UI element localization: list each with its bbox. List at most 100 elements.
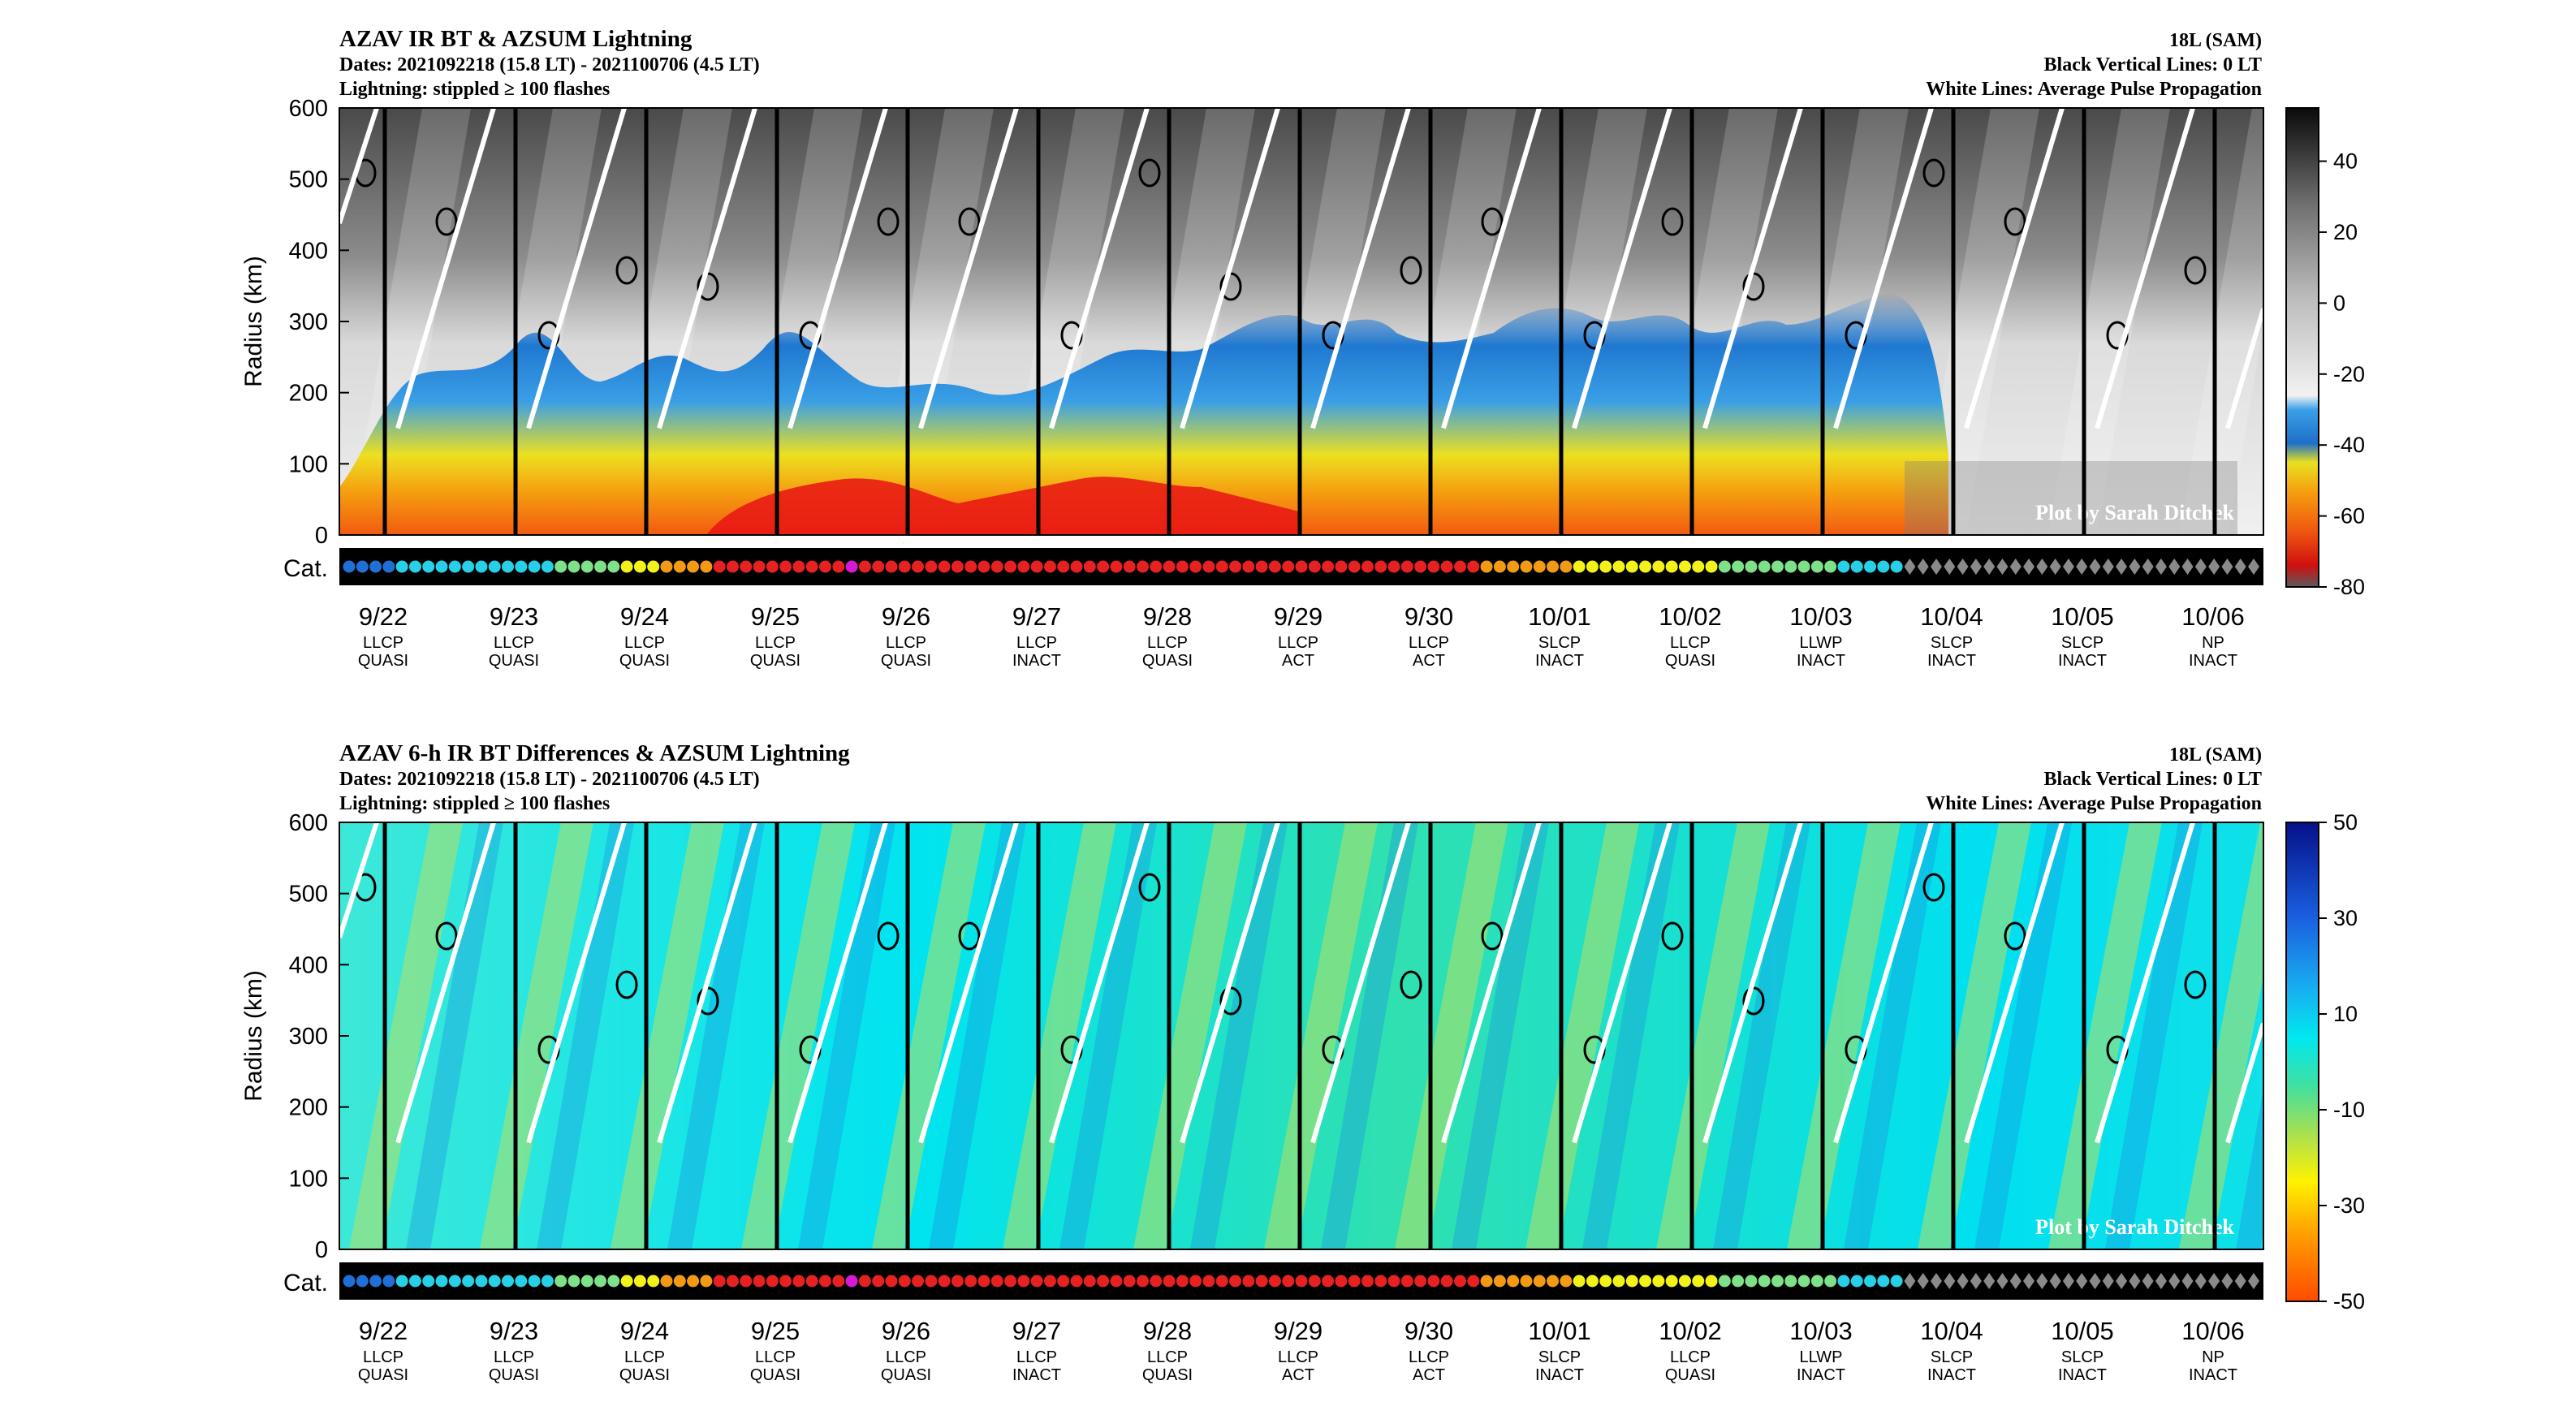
diff-stripe-warm xyxy=(1918,822,2031,1249)
category-marker xyxy=(687,560,700,573)
category-marker xyxy=(2049,559,2061,575)
category-marker xyxy=(1097,1275,1110,1288)
category-marker xyxy=(1931,1273,1942,1289)
panel2-dates: Dates: 2021092218 (15.8 LT) - 2021100706… xyxy=(339,769,760,790)
category-marker xyxy=(1996,559,2009,575)
category-marker xyxy=(1348,560,1361,573)
category-marker xyxy=(845,560,858,573)
diff-stripe-warm xyxy=(611,822,724,1249)
category-marker xyxy=(1308,560,1321,573)
category-marker xyxy=(1586,560,1599,573)
category-marker xyxy=(819,560,831,573)
category-marker xyxy=(1097,560,1110,573)
x-date-label: 9/22 xyxy=(359,602,408,631)
category-marker xyxy=(2181,1273,2194,1289)
category-marker xyxy=(1361,1275,1374,1288)
category-marker xyxy=(2009,1273,2022,1289)
lightning-contour xyxy=(1138,158,1161,188)
category-marker xyxy=(435,1275,448,1288)
x-regime-label: SLCP xyxy=(1538,1348,1581,1366)
category-marker xyxy=(1163,1275,1176,1288)
x-activity-label: ACT xyxy=(1282,1366,1314,1384)
category-marker xyxy=(1202,1275,1215,1288)
category-marker xyxy=(1797,1275,1810,1288)
x-activity-label: INACT xyxy=(2189,1366,2237,1384)
y-tick-label: 0 xyxy=(315,1237,328,1263)
category-marker xyxy=(382,560,395,573)
category-marker xyxy=(356,1275,369,1288)
category-marker xyxy=(1083,560,1096,573)
category-marker xyxy=(2116,1273,2128,1289)
category-marker xyxy=(990,560,1003,573)
category-marker xyxy=(1573,560,1586,573)
lightning-contour xyxy=(1661,207,1684,236)
category-marker xyxy=(2248,1273,2259,1289)
x-activity-label: QUASI xyxy=(1665,652,1715,670)
category-marker xyxy=(805,560,818,573)
pulse-line xyxy=(2095,822,2195,1144)
x-date-label: 9/25 xyxy=(751,602,800,631)
lightning-contour xyxy=(958,207,981,236)
category-marker xyxy=(977,1275,990,1288)
x-date-label: 9/24 xyxy=(620,1317,669,1345)
panel1-category-label: Cat. xyxy=(283,555,328,582)
category-marker xyxy=(1189,1275,1202,1288)
category-marker xyxy=(1810,560,1823,573)
category-marker xyxy=(448,1275,461,1288)
panel2-local-time-lines xyxy=(382,822,2217,1249)
category-marker xyxy=(673,1275,686,1288)
y-tick-label: 500 xyxy=(289,882,328,908)
diff-stripe-warm xyxy=(1787,822,1901,1249)
category-marker xyxy=(502,560,514,573)
category-marker xyxy=(1255,560,1268,573)
x-date-label: 9/29 xyxy=(1274,602,1323,631)
category-marker xyxy=(343,560,356,573)
category-marker xyxy=(554,560,567,573)
category-marker xyxy=(726,560,739,573)
x-activity-label: INACT xyxy=(2189,652,2237,670)
x-activity-label: INACT xyxy=(2058,1366,2107,1384)
pulse-line xyxy=(1833,822,1934,1144)
x-activity-label: INACT xyxy=(1535,1366,1584,1384)
category-marker xyxy=(1625,560,1638,573)
diff-stripe-warm xyxy=(1133,822,1247,1249)
category-marker xyxy=(951,560,964,573)
panel2-x-axis-labels: 9/22LLCPQUASI9/23LLCPQUASI9/24LLCPQUASI9… xyxy=(358,1317,2245,1384)
y-tick-label: 500 xyxy=(289,167,328,193)
category-marker xyxy=(475,1275,488,1288)
x-date-label: 9/25 xyxy=(751,1317,800,1345)
panel1-x-axis-labels: 9/22LLCPQUASI9/23LLCPQUASI9/24LLCPQUASI9… xyxy=(358,602,2245,670)
x-activity-label: QUASI xyxy=(1142,652,1193,670)
pulse-line xyxy=(1964,107,2065,429)
x-regime-label: NP xyxy=(2202,634,2224,652)
category-marker xyxy=(633,560,646,573)
category-marker xyxy=(1678,1275,1691,1288)
category-marker xyxy=(343,1275,356,1288)
lightning-contour xyxy=(1481,921,1504,951)
x-activity-label: QUASI xyxy=(750,1366,800,1384)
category-marker xyxy=(1070,560,1083,573)
category-marker xyxy=(1163,560,1176,573)
category-marker xyxy=(1612,1275,1625,1288)
category-marker xyxy=(819,1275,831,1288)
category-marker xyxy=(2221,1273,2233,1289)
category-marker xyxy=(2089,559,2101,575)
category-marker xyxy=(1440,560,1453,573)
category-marker xyxy=(1150,1275,1163,1288)
y-tick-label: 100 xyxy=(289,1166,328,1192)
panel2-title: AZAV 6-h IR BT Differences & AZSUM Light… xyxy=(339,740,850,766)
category-marker xyxy=(1533,1275,1546,1288)
category-marker xyxy=(912,560,925,573)
category-marker xyxy=(1745,560,1758,573)
category-marker xyxy=(528,1275,541,1288)
category-marker xyxy=(1507,1275,1520,1288)
category-marker xyxy=(1983,559,1996,575)
category-marker xyxy=(1229,560,1242,573)
category-marker xyxy=(1547,560,1560,573)
category-marker xyxy=(1560,1275,1573,1288)
category-marker xyxy=(1427,1275,1440,1288)
x-regime-label: LLCP xyxy=(363,1348,403,1366)
pulse-line xyxy=(1441,107,1542,429)
category-marker xyxy=(1070,1275,1083,1288)
category-marker xyxy=(435,560,448,573)
